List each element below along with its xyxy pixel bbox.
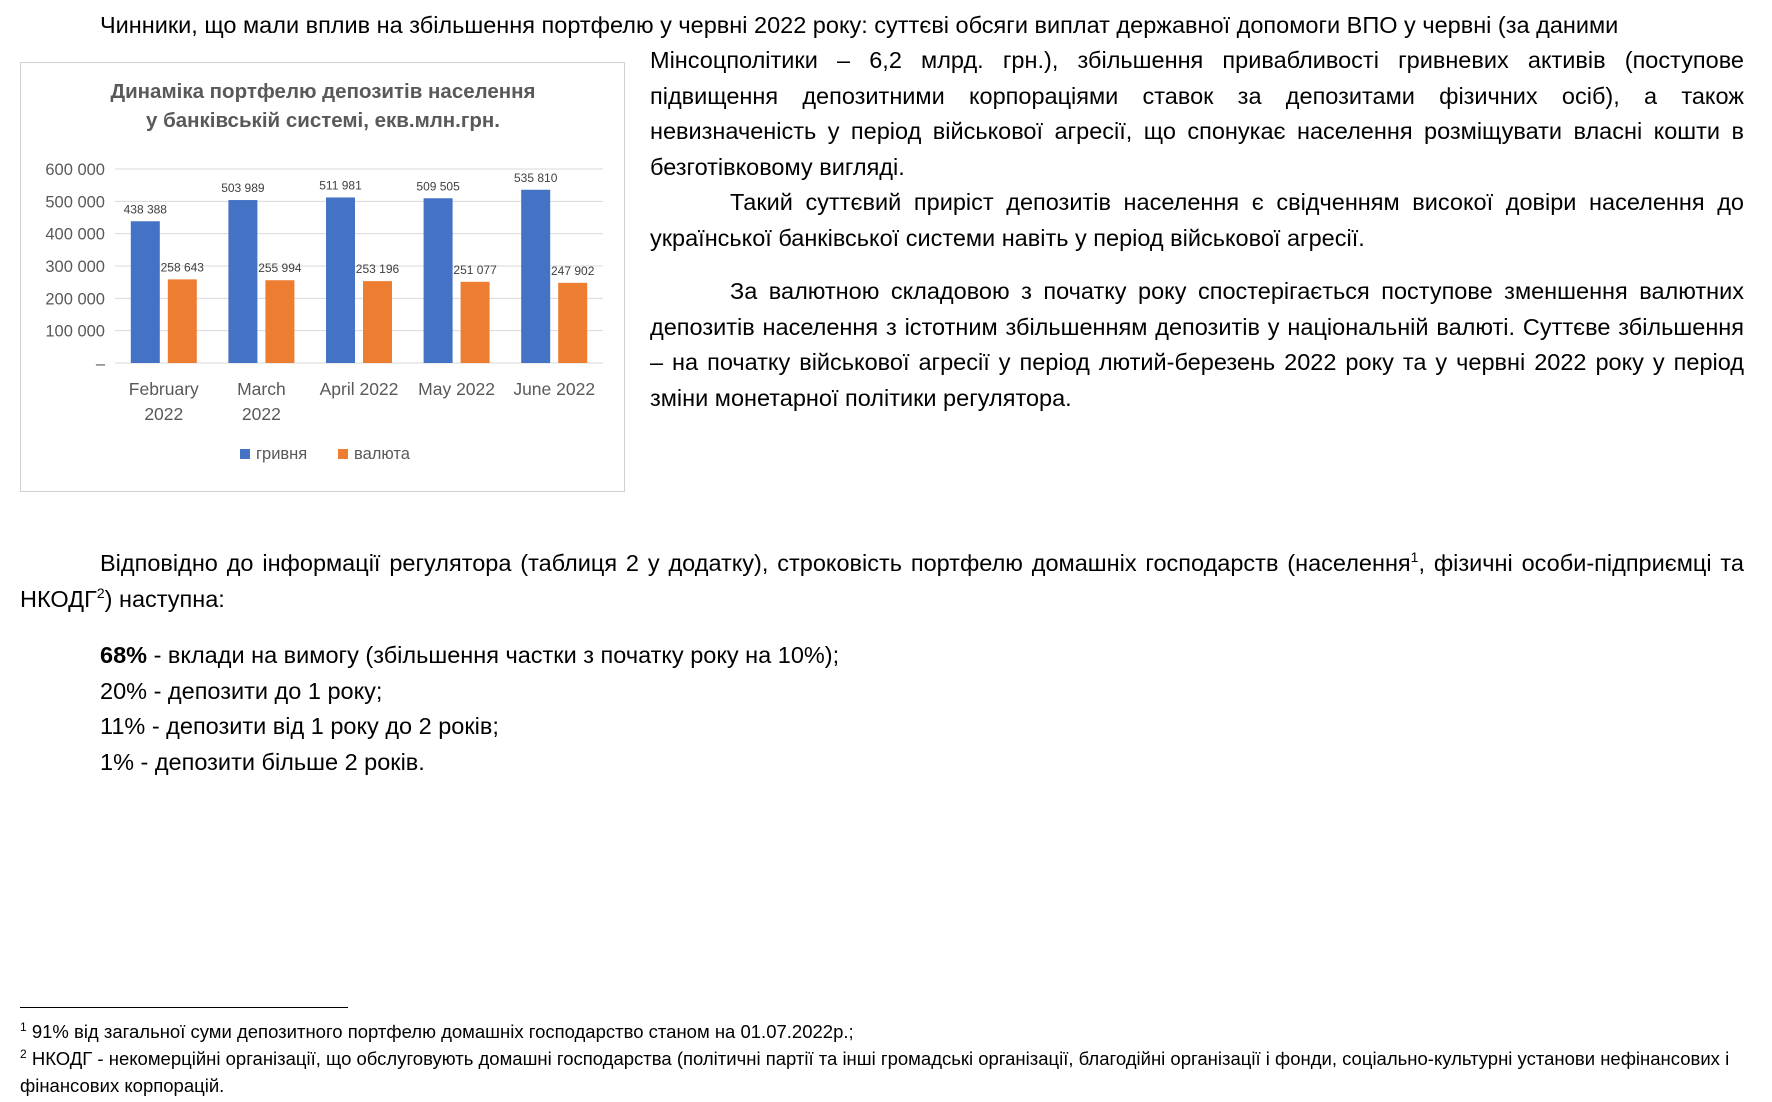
list-item-text: 20% - депозити до 1 року; — [100, 677, 383, 704]
bar-uah — [521, 189, 551, 363]
paragraph-4-part3: ) наступна: — [104, 585, 225, 612]
footnote-separator — [20, 1007, 348, 1008]
bar-fx — [558, 282, 588, 363]
data-label: 255 994 — [258, 261, 302, 275]
list-item: 20% - депозити до 1 року; — [100, 674, 839, 710]
bar-fx — [265, 280, 295, 363]
right-text-column: Мінсоцполітики – 6,2 млрд. грн.), збільш… — [650, 43, 1744, 416]
y-tick-label: 600 000 — [45, 161, 105, 179]
bar-uah — [130, 221, 160, 363]
y-tick-label: 300 000 — [45, 258, 105, 276]
data-label: 251 077 — [453, 263, 497, 277]
data-label: 511 981 — [319, 178, 362, 192]
y-tick-label: 100 000 — [45, 323, 105, 341]
x-tick-label: June 2022 — [513, 379, 595, 399]
y-tick-label: 200 000 — [45, 290, 105, 308]
chart-svg: Динаміка портфелю депозитів населення у б… — [45, 80, 603, 463]
footnote-1: 1 91% від загальної суми депозитного пор… — [20, 1018, 1744, 1045]
deposit-portfolio-chart: Динаміка портфелю депозитів населення у б… — [20, 62, 625, 492]
footnote-text: НКОДГ - некомерційні організації, що обс… — [20, 1048, 1730, 1096]
x-tick-label: May 2022 — [418, 379, 495, 399]
data-label: 535 810 — [514, 171, 558, 185]
maturity-list: 68% - вклади на вимогу (збільшення частк… — [100, 638, 839, 780]
data-label: 247 902 — [551, 264, 595, 278]
footnote-text: 91% від загальної суми депозитного портф… — [26, 1021, 854, 1042]
bar-uah — [228, 200, 258, 363]
footnote-mark: 2 — [20, 1046, 27, 1061]
x-tick-label: March — [237, 379, 286, 399]
paragraph-1-first-line: Чинники, що мали вплив на збільшення пор… — [20, 8, 1744, 44]
list-item-text: 1% - депозити більше 2 років. — [100, 748, 425, 775]
data-label: 258 643 — [161, 260, 205, 274]
data-label: 253 196 — [356, 262, 400, 276]
data-label: 438 388 — [124, 202, 168, 216]
footnote-mark: 1 — [20, 1019, 27, 1034]
bar-uah — [326, 197, 355, 363]
chart-title-line-1: Динаміка портфелю депозитів населення — [110, 80, 535, 103]
chart-title-line-2: у банківській системі, екв.млн.грн. — [146, 109, 500, 132]
bar-fx — [167, 279, 197, 363]
list-item-bold: 68% — [100, 642, 148, 668]
paragraph-4-part1: Відповідно до інформації регулятора (таб… — [100, 550, 1411, 576]
paragraph-1-line1: Чинники, що мали вплив на збільшення пор… — [100, 12, 1619, 38]
list-item-text: - вклади на вимогу (збільшення частки з … — [147, 642, 840, 668]
bar-uah — [423, 198, 453, 363]
paragraph-3: За валютною складовою з початку року спо… — [650, 278, 1744, 411]
y-tick-label: 500 000 — [45, 193, 105, 211]
legend-swatch-fx — [338, 449, 348, 459]
y-tick-label: – — [96, 355, 106, 373]
x-tick-label: 2022 — [144, 404, 183, 424]
paragraph-1-continued: Мінсоцполітики – 6,2 млрд. грн.), збільш… — [650, 47, 1744, 180]
legend-label-fx: валюта — [354, 445, 411, 463]
paragraph-2: Такий суттєвий приріст депозитів населен… — [650, 189, 1744, 251]
bar-fx — [460, 281, 490, 363]
footnote-ref-2[interactable]: 2 — [96, 584, 105, 601]
list-item: 11% - депозити від 1 року до 2 років; — [100, 709, 839, 745]
y-tick-label: 400 000 — [45, 226, 105, 244]
footnote-ref-1[interactable]: 1 — [1410, 549, 1419, 566]
legend-label-uah: гривня — [256, 445, 307, 463]
data-label: 503 989 — [221, 181, 265, 195]
paragraph-4: Відповідно до інформації регулятора (таб… — [20, 546, 1744, 617]
paragraph-4-part2: , фізичні особи-підприємці та НКОДГ — [20, 550, 1744, 612]
legend-swatch-uah — [240, 449, 250, 459]
list-item: 68% - вклади на вимогу (збільшення частк… — [100, 638, 839, 674]
x-tick-label: 2022 — [242, 404, 281, 424]
footnote-2: 2 НКОДГ - некомерційні організації, що о… — [20, 1045, 1744, 1099]
bar-fx — [363, 281, 392, 363]
list-item-text: 11% - депозити від 1 року до 2 років; — [100, 713, 499, 739]
footnotes: 1 91% від загальної суми депозитного пор… — [20, 1018, 1744, 1099]
x-tick-label: February — [129, 379, 199, 399]
data-label: 509 505 — [416, 179, 460, 193]
x-tick-label: April 2022 — [320, 379, 399, 399]
list-item: 1% - депозити більше 2 років. — [100, 745, 839, 781]
